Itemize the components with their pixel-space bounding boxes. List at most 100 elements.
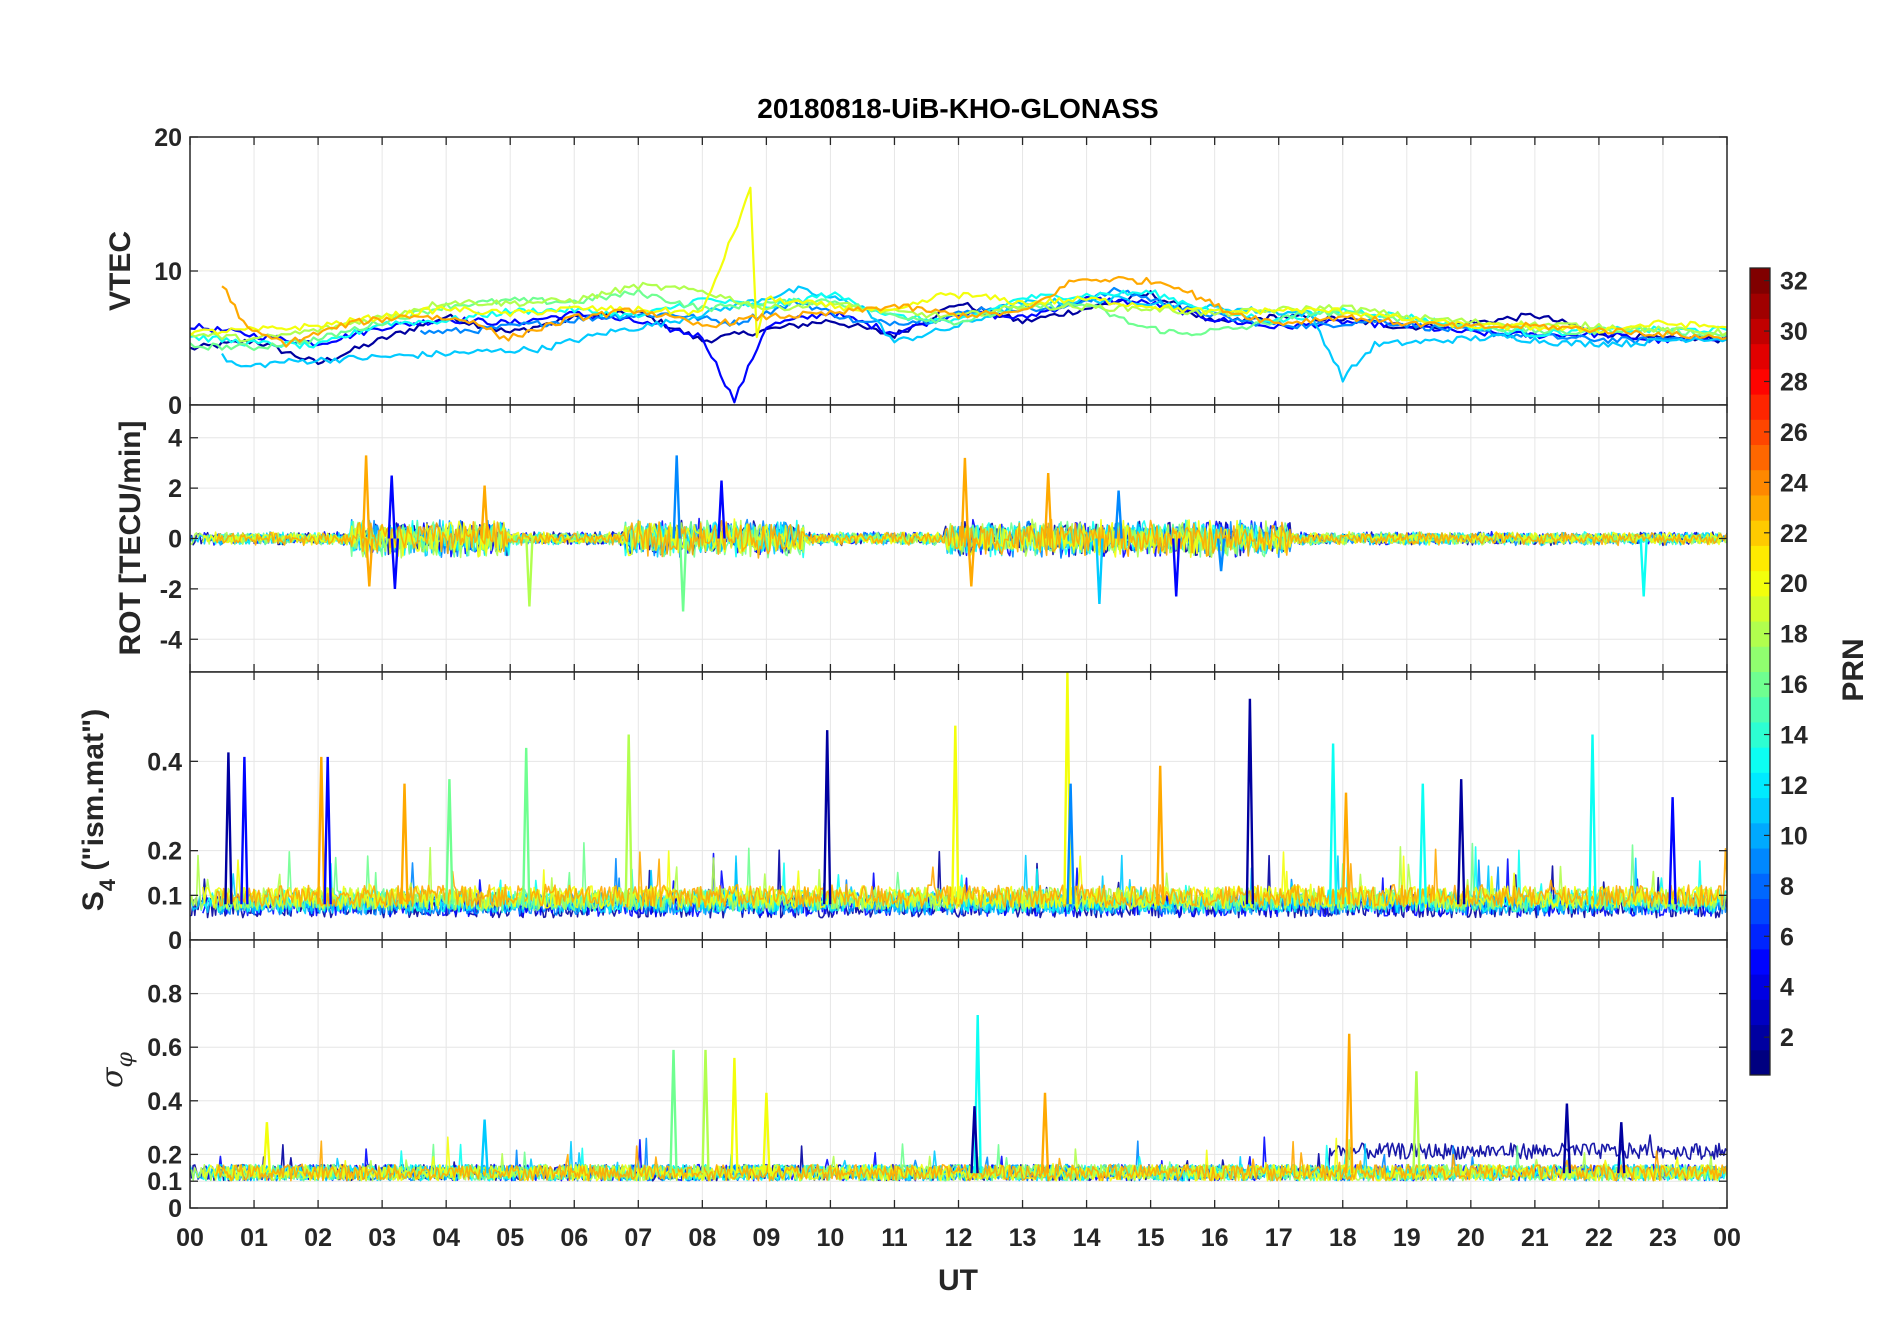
x-tick-label: 20 <box>1457 1224 1485 1252</box>
colorbar-segment <box>1750 293 1770 319</box>
x-tick-label: 21 <box>1521 1224 1549 1252</box>
spike-prn-23 <box>400 783 409 905</box>
colorbar-segment <box>1750 595 1770 622</box>
y-tick-label: 2 <box>168 475 182 503</box>
y-tick-label: 20 <box>154 124 182 152</box>
spike-prn-13 <box>1328 743 1338 905</box>
y-tick-label: 0 <box>168 392 182 420</box>
s4-noise-prn-23 <box>214 847 1727 908</box>
colorbar-segment <box>1750 419 1770 446</box>
colorbar-segment <box>1750 948 1770 975</box>
x-tick-label: 13 <box>1009 1224 1037 1252</box>
x-tick-label: 00 <box>1713 1224 1741 1252</box>
grid <box>189 672 1728 941</box>
colorbar-segment <box>1750 848 1770 874</box>
spike-prn-23 <box>960 457 970 539</box>
panel-sigma-phi: 00.10.2 0.4 0.6 0.8 <box>147 939 1728 1223</box>
colorbar-segment <box>1750 873 1770 899</box>
x-tick-label: 12 <box>945 1224 973 1252</box>
data-layer <box>190 186 1727 404</box>
x-tick-label: 00 <box>176 1224 204 1252</box>
y-tick-label: 0.2 <box>147 1141 182 1169</box>
spike-prn-13 <box>1639 538 1648 597</box>
colorbar-segment <box>1750 570 1770 597</box>
colorbar-segment <box>1750 696 1770 723</box>
spike-prn-18 <box>701 1049 710 1174</box>
colorbar-tick-label: 4 <box>1780 974 1794 1002</box>
y-axis-label-rot: ROT [TECU/min] <box>114 421 147 656</box>
spike-prn-23 <box>480 485 489 539</box>
spike-prn-23 <box>1345 1033 1354 1174</box>
sigma-label-sub: φ <box>113 1051 138 1067</box>
spike-prn-9 <box>672 455 681 539</box>
colorbar-tick-label: 10 <box>1780 822 1808 850</box>
colorbar-segment <box>1750 368 1770 395</box>
spike-prn-20 <box>951 725 960 905</box>
spike-prn-18 <box>1412 1071 1421 1174</box>
colorbar-tick-label: 14 <box>1780 722 1808 750</box>
spike-prn-2 <box>1245 698 1255 905</box>
s4-label-tail: ("ism.mat") <box>77 709 110 871</box>
x-tick-label: 05 <box>496 1224 524 1252</box>
spike-prn-16 <box>522 747 531 905</box>
chart-title: 20180818-UiB-KHO-GLONASS <box>757 93 1158 124</box>
sigma-label-main: σ <box>95 1066 130 1088</box>
y-tick-label: 0.1 <box>147 1168 182 1196</box>
spike-prn-23 <box>361 455 371 539</box>
y-axis-label-sigma-phi: σφ <box>95 1051 138 1087</box>
colorbar-segment <box>1750 1024 1770 1051</box>
colorbar-segment <box>1750 268 1770 294</box>
s4-label-sub: 4 <box>95 878 120 891</box>
colorbar-segment <box>1750 494 1770 521</box>
spike-prn-20 <box>730 1057 739 1174</box>
colorbar-segment <box>1750 797 1770 824</box>
s4-noise-prn-2 <box>190 849 1727 919</box>
colorbar-tick-label: 30 <box>1780 318 1808 346</box>
vtec-line-prn-11 <box>221 285 1727 383</box>
colorbar-segment <box>1750 444 1770 471</box>
spike-prn-9 <box>1216 538 1226 572</box>
x-tick-label: 11 <box>881 1224 908 1252</box>
colorbar-tick-label: 22 <box>1780 520 1808 548</box>
spike-prn-11 <box>480 1119 489 1174</box>
spike-prn-20 <box>262 1122 272 1174</box>
rot-noise-prn-23 <box>214 518 1727 559</box>
spike-prn-2 <box>224 752 233 905</box>
spike-prn-23 <box>1044 472 1053 539</box>
spike-prn-2 <box>1562 1103 1572 1174</box>
s4-noise-prn-5 <box>202 852 1721 918</box>
spike-prn-18 <box>624 734 633 905</box>
y-tick-label: 0 <box>168 1195 182 1223</box>
colorbar-segment <box>1750 999 1770 1026</box>
y-tick-label: 0.2 <box>147 838 182 866</box>
ticks: 0 0.1 0.2 0.4 <box>147 672 1728 955</box>
x-tick-label: 23 <box>1649 1224 1677 1252</box>
y-axis-label-s4: S4 ("ism.mat") <box>77 709 120 911</box>
spike-prn-5 <box>390 538 400 589</box>
colorbar-tick-label: 32 <box>1780 268 1808 296</box>
y-tick-label: -4 <box>160 626 182 654</box>
panel-s4: 0 0.1 0.2 0.4 <box>147 671 1728 955</box>
colorbar-segment <box>1750 343 1770 370</box>
spike-prn-23 <box>365 538 374 587</box>
spike-prn-9 <box>1114 490 1123 539</box>
spike-prn-5 <box>387 475 396 539</box>
data-layer <box>190 1014 1727 1182</box>
x-axis-tick-labels: 00 01 02 03 04 05 06 07 08 09 10 11 12 13 14 15 16 17 18 19… <box>176 1224 1741 1252</box>
spike-prn-2 <box>1617 1122 1626 1174</box>
spike-prn-23 <box>317 756 326 905</box>
y-tick-label: 0.4 <box>147 748 182 776</box>
spike-prn-23 <box>1156 765 1165 905</box>
colorbar-segment <box>1750 318 1770 345</box>
x-tick-label: 18 <box>1329 1224 1357 1252</box>
vtec-line-prn-18 <box>190 281 1727 343</box>
x-tick-label: 19 <box>1393 1224 1421 1252</box>
spike-prn-23 <box>967 538 976 587</box>
spike-prn-5 <box>717 480 726 539</box>
s4-label-main: S <box>77 891 110 911</box>
colorbar-tick-label: 20 <box>1780 570 1808 598</box>
x-tick-label: 09 <box>752 1224 780 1252</box>
y-tick-label: 0 <box>168 927 182 955</box>
spike-prn-2 <box>970 1106 979 1174</box>
